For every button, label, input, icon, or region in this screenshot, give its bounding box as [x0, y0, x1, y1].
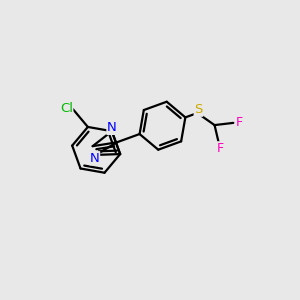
Text: S: S: [194, 103, 202, 116]
Text: Cl: Cl: [60, 101, 73, 115]
Text: F: F: [236, 116, 242, 129]
Text: N: N: [107, 122, 117, 134]
Text: N: N: [90, 152, 100, 165]
Text: F: F: [217, 142, 224, 155]
